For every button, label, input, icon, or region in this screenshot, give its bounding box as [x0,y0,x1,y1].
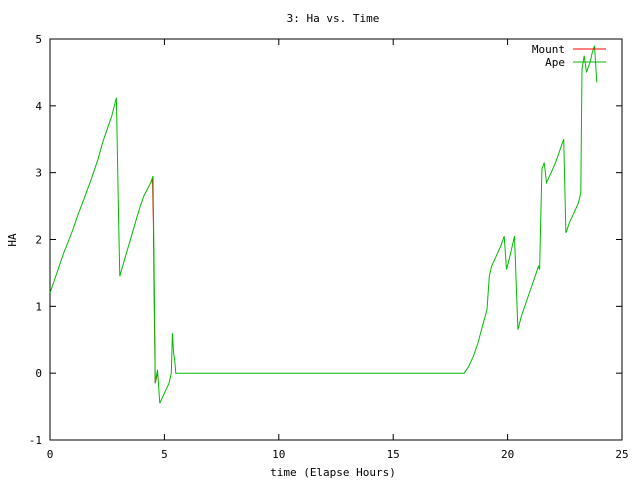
y-tick-label: 5 [35,33,42,46]
y-tick-label: 1 [35,300,42,313]
x-tick-label: 0 [47,448,54,461]
x-tick-label: 20 [501,448,514,461]
x-tick-label: 10 [272,448,285,461]
y-axis-label: HA [6,233,19,247]
y-tick-label: 2 [35,234,42,247]
y-axis-ticks: -1 0 1 2 3 4 5 [29,33,622,447]
y-tick-label: -1 [29,434,42,447]
x-tick-label: 15 [387,448,400,461]
series-line-ape [49,45,598,404]
series-lines [49,45,598,404]
y-tick-label: 0 [35,367,42,380]
x-axis-ticks: 0 5 10 15 20 25 [47,39,629,461]
legend-label: Ape [545,56,565,69]
chart-title: 3: Ha vs. Time [287,12,380,25]
x-tick-label: 5 [161,448,168,461]
y-tick-label: 4 [35,100,42,113]
y-tick-label: 3 [35,167,42,180]
x-axis-label: time (Elapse Hours) [270,466,396,479]
legend-label: Mount [532,43,565,56]
plot-area-border [49,38,623,441]
x-tick-label: 25 [615,448,628,461]
